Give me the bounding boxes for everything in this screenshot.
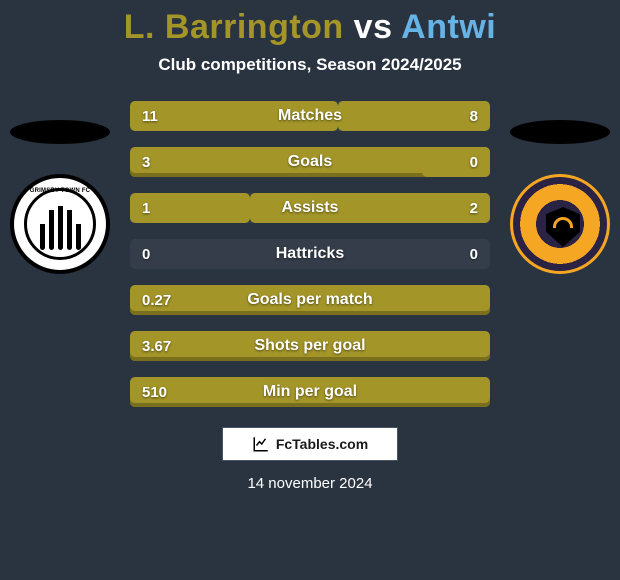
left-club-badge: GRIMSBY TOWN FC bbox=[10, 174, 110, 274]
player-photo-placeholder-left bbox=[10, 120, 110, 144]
stat-row: 00Hattricks bbox=[130, 239, 490, 269]
stat-row: 118Matches bbox=[130, 101, 490, 131]
chart-icon bbox=[252, 435, 270, 453]
stat-row: 30Goals bbox=[130, 147, 490, 177]
right-club-badge bbox=[510, 174, 610, 274]
stats-bars-container: 118Matches 30Goals 12Assists 00Hattricks 0.2… bbox=[130, 101, 490, 407]
right-club-column bbox=[510, 120, 610, 274]
player1-name: L. Barrington bbox=[124, 8, 344, 46]
brand-watermark: FcTables.com bbox=[222, 427, 398, 461]
season-subtitle: Club competitions, Season 2024/2025 bbox=[0, 55, 620, 75]
stat-label: Assists bbox=[130, 193, 490, 223]
stat-label: Goals per match bbox=[130, 285, 490, 315]
comparison-title: L. Barrington vs Antwi bbox=[0, 0, 620, 47]
left-club-column: GRIMSBY TOWN FC bbox=[10, 120, 110, 274]
date-text: 14 november 2024 bbox=[0, 475, 620, 492]
stat-row: 12Assists bbox=[130, 193, 490, 223]
stat-row: 0.27Goals per match bbox=[130, 285, 490, 315]
stat-label: Min per goal bbox=[130, 377, 490, 407]
stat-row: 510Min per goal bbox=[130, 377, 490, 407]
player2-name: Antwi bbox=[401, 8, 496, 46]
stat-label: Shots per goal bbox=[130, 331, 490, 361]
stat-label: Matches bbox=[130, 101, 490, 131]
brand-text: FcTables.com bbox=[276, 436, 368, 452]
vs-text: vs bbox=[354, 8, 393, 46]
stat-row: 3.67Shots per goal bbox=[130, 331, 490, 361]
stat-label: Goals bbox=[130, 147, 490, 177]
stat-label: Hattricks bbox=[130, 239, 490, 269]
player-photo-placeholder-right bbox=[510, 120, 610, 144]
